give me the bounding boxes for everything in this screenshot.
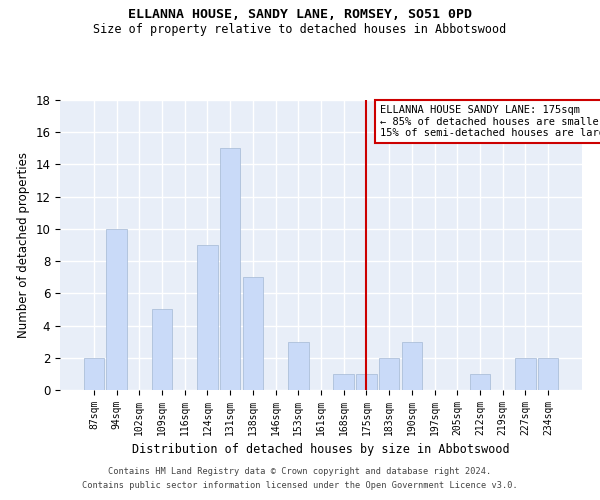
Bar	[242, 277, 263, 390]
Bar	[197, 245, 218, 390]
Bar	[356, 374, 377, 390]
Bar	[515, 358, 536, 390]
Bar	[538, 358, 558, 390]
Text: ELLANNA HOUSE SANDY LANE: 175sqm
← 85% of detached houses are smaller (51)
15% o: ELLANNA HOUSE SANDY LANE: 175sqm ← 85% o…	[380, 105, 600, 138]
Text: Size of property relative to detached houses in Abbotswood: Size of property relative to detached ho…	[94, 22, 506, 36]
Bar	[401, 342, 422, 390]
Bar	[152, 310, 172, 390]
Text: Distribution of detached houses by size in Abbotswood: Distribution of detached houses by size …	[132, 442, 510, 456]
Bar	[379, 358, 400, 390]
Y-axis label: Number of detached properties: Number of detached properties	[17, 152, 30, 338]
Bar	[84, 358, 104, 390]
Text: Contains HM Land Registry data © Crown copyright and database right 2024.: Contains HM Land Registry data © Crown c…	[109, 468, 491, 476]
Bar	[106, 229, 127, 390]
Bar	[334, 374, 354, 390]
Bar	[288, 342, 308, 390]
Bar	[470, 374, 490, 390]
Bar	[220, 148, 241, 390]
Text: Contains public sector information licensed under the Open Government Licence v3: Contains public sector information licen…	[82, 481, 518, 490]
Text: ELLANNA HOUSE, SANDY LANE, ROMSEY, SO51 0PD: ELLANNA HOUSE, SANDY LANE, ROMSEY, SO51 …	[128, 8, 472, 20]
